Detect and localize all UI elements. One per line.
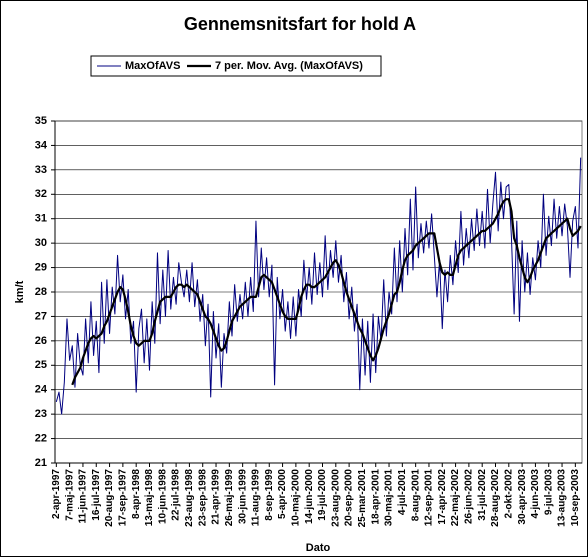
y-tick-label: 25 [35,359,47,371]
x-tick-label: 13-maj-1998 [144,469,155,527]
x-tick-label: 9-jul-2003 [543,469,554,516]
x-tick-label: 17-apr-2002 [437,469,448,525]
y-tick-label: 34 [35,139,48,151]
x-tick-label: 23-aug-2000 [330,469,341,527]
x-tick-label: 7-maj-1997 [64,469,75,521]
y-tick-label: 21 [35,457,47,469]
x-tick-label: 20-sep-2000 [344,469,355,527]
x-tick-label: 22-jul-1998 [171,469,182,521]
legend [90,55,382,77]
y-tick-label: 23 [35,408,47,420]
x-tick-label: 18-apr-2001 [370,469,381,525]
y-tick-label: 30 [35,237,47,249]
x-tick-label: 8-sep-1999 [264,469,275,521]
legend-label: MaxOfAVS [125,60,180,72]
x-tick-label: 19-jul-2000 [317,469,328,521]
y-tick-label: 27 [35,310,47,322]
x-tick-label: 26-maj-1999 [224,469,235,527]
y-tick-label: 33 [35,164,47,176]
x-tick-label: 8-apr-1998 [131,469,142,519]
x-tick-label: 22-maj-2002 [450,469,461,527]
x-tick-label: 20-aug-1997 [104,469,115,527]
chart-title: Gennemsnitsfart for hold A [184,14,416,34]
x-tick-label: 30-maj-2001 [384,469,395,527]
x-tick-label: 4-jul-2001 [397,469,408,516]
y-axis-title: km/t [14,280,26,303]
x-tick-label: 26-jun-2002 [464,469,475,524]
x-tick-label: 8-aug-2001 [410,469,421,522]
x-tick-label: 10-sep-2003 [570,469,581,527]
y-tick-label: 26 [35,335,47,347]
x-tick-label: 31-jul-2002 [477,469,488,521]
x-tick-label: 5-apr-2000 [277,469,288,519]
y-tick-label: 29 [35,261,47,273]
x-tick-label: 21-apr-1999 [211,469,222,525]
x-tick-label: 30-jun-1999 [237,469,248,524]
y-tick-label: 28 [35,286,47,298]
x-tick-label: 28-aug-2002 [490,469,501,527]
x-tick-label: 12-sep-2001 [424,469,435,527]
y-tick-label: 22 [35,432,47,444]
y-tick-label: 35 [35,115,47,127]
x-tick-label: 11-aug-1999 [251,469,262,527]
x-tick-label: 10-maj-2000 [291,469,302,527]
x-tick-label: 14-jun-2000 [304,469,315,524]
legend-label: 7 per. Mov. Avg. (MaxOfAVS) [215,60,363,72]
y-tick-label: 31 [35,213,47,225]
series-line [55,157,582,415]
x-tick-label: 23-aug-1998 [184,469,195,527]
y-tick-label: 24 [35,384,48,396]
x-axis-title: Dato [306,542,331,554]
x-tick-label: 16-jul-1997 [91,469,102,521]
x-tick-label: 13-aug-2003 [557,469,568,527]
x-tick-label: 25-mar-2001 [357,469,368,528]
x-tick-label: 30-apr-2003 [517,469,528,525]
x-tick-label: 10-jun-1998 [157,469,168,524]
x-tick-label: 2-okt-2002 [503,469,514,519]
x-tick-label: 17-sep-1997 [118,469,129,527]
x-tick-label: 4-jun-2003 [530,469,541,519]
x-tick-label: 23-sep-1998 [197,469,208,527]
x-tick-label: 11-jun-1997 [78,469,89,524]
series-line [71,198,582,386]
y-tick-label: 32 [35,188,47,200]
x-tick-label: 2-apr-1997 [51,469,62,519]
